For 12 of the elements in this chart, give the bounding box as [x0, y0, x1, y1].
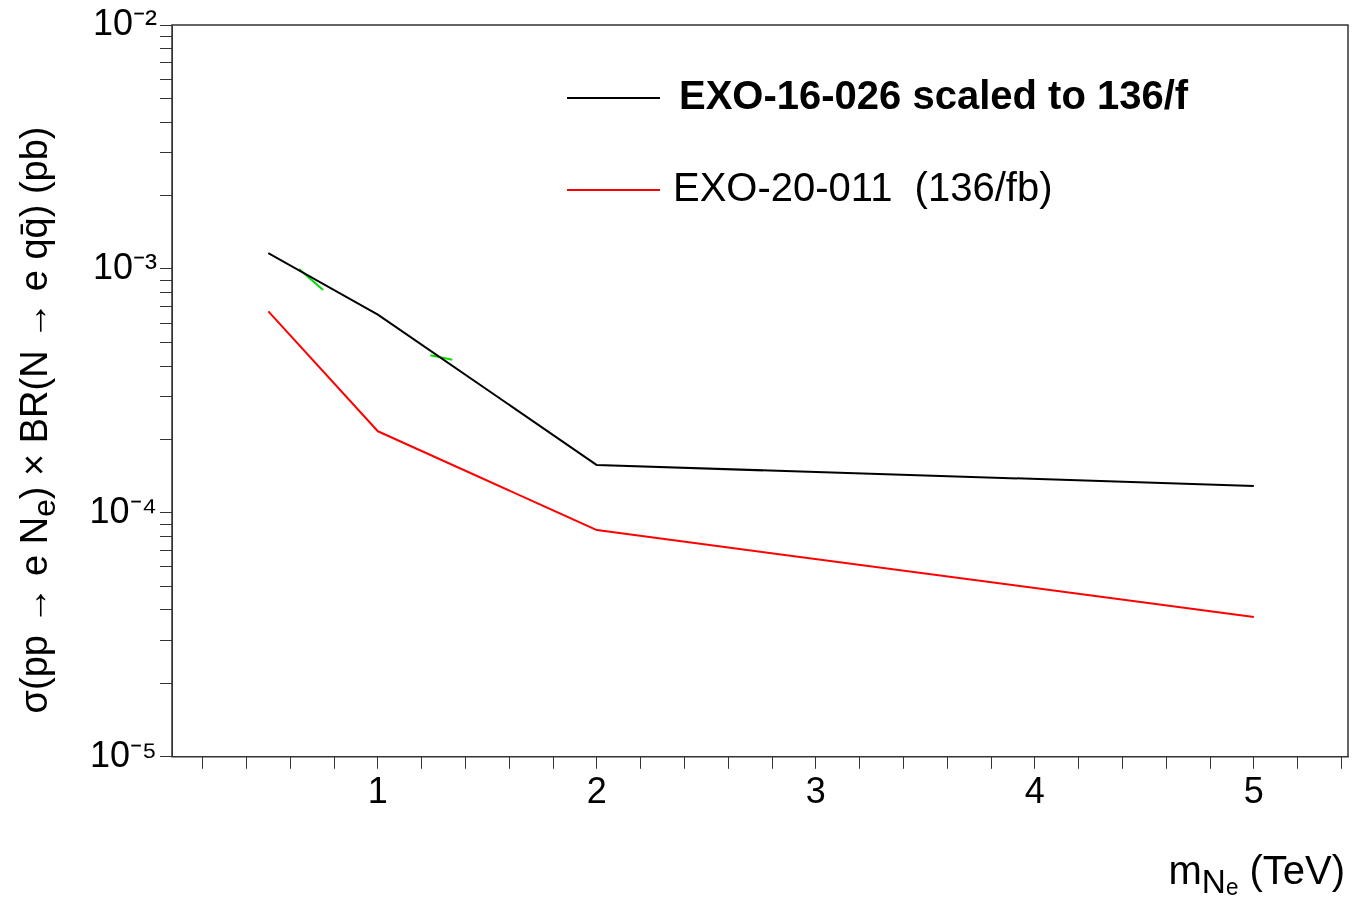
x-tick-label: 4 [1024, 770, 1045, 812]
x-tick-label: 2 [586, 770, 607, 812]
y-tick-label: 10⁻² [92, 1, 158, 43]
y-tick-label: 10⁻³ [92, 245, 158, 287]
x-tick-label: 5 [1243, 770, 1264, 812]
x-axis-title: m$_{Nₑ}$ (TeV) [1168, 848, 1345, 901]
y-tick-label: 10⁻⁴ [89, 489, 157, 531]
legend-label: EXO-16-026 scaled to 136/f [679, 73, 1189, 118]
legend-label: EXO-20-011 (136/fb) [673, 165, 1053, 210]
y-tick-label: 10⁻⁵ [90, 733, 157, 775]
x-tick-label: 1 [367, 770, 388, 812]
x-tick-label: 3 [805, 770, 826, 812]
